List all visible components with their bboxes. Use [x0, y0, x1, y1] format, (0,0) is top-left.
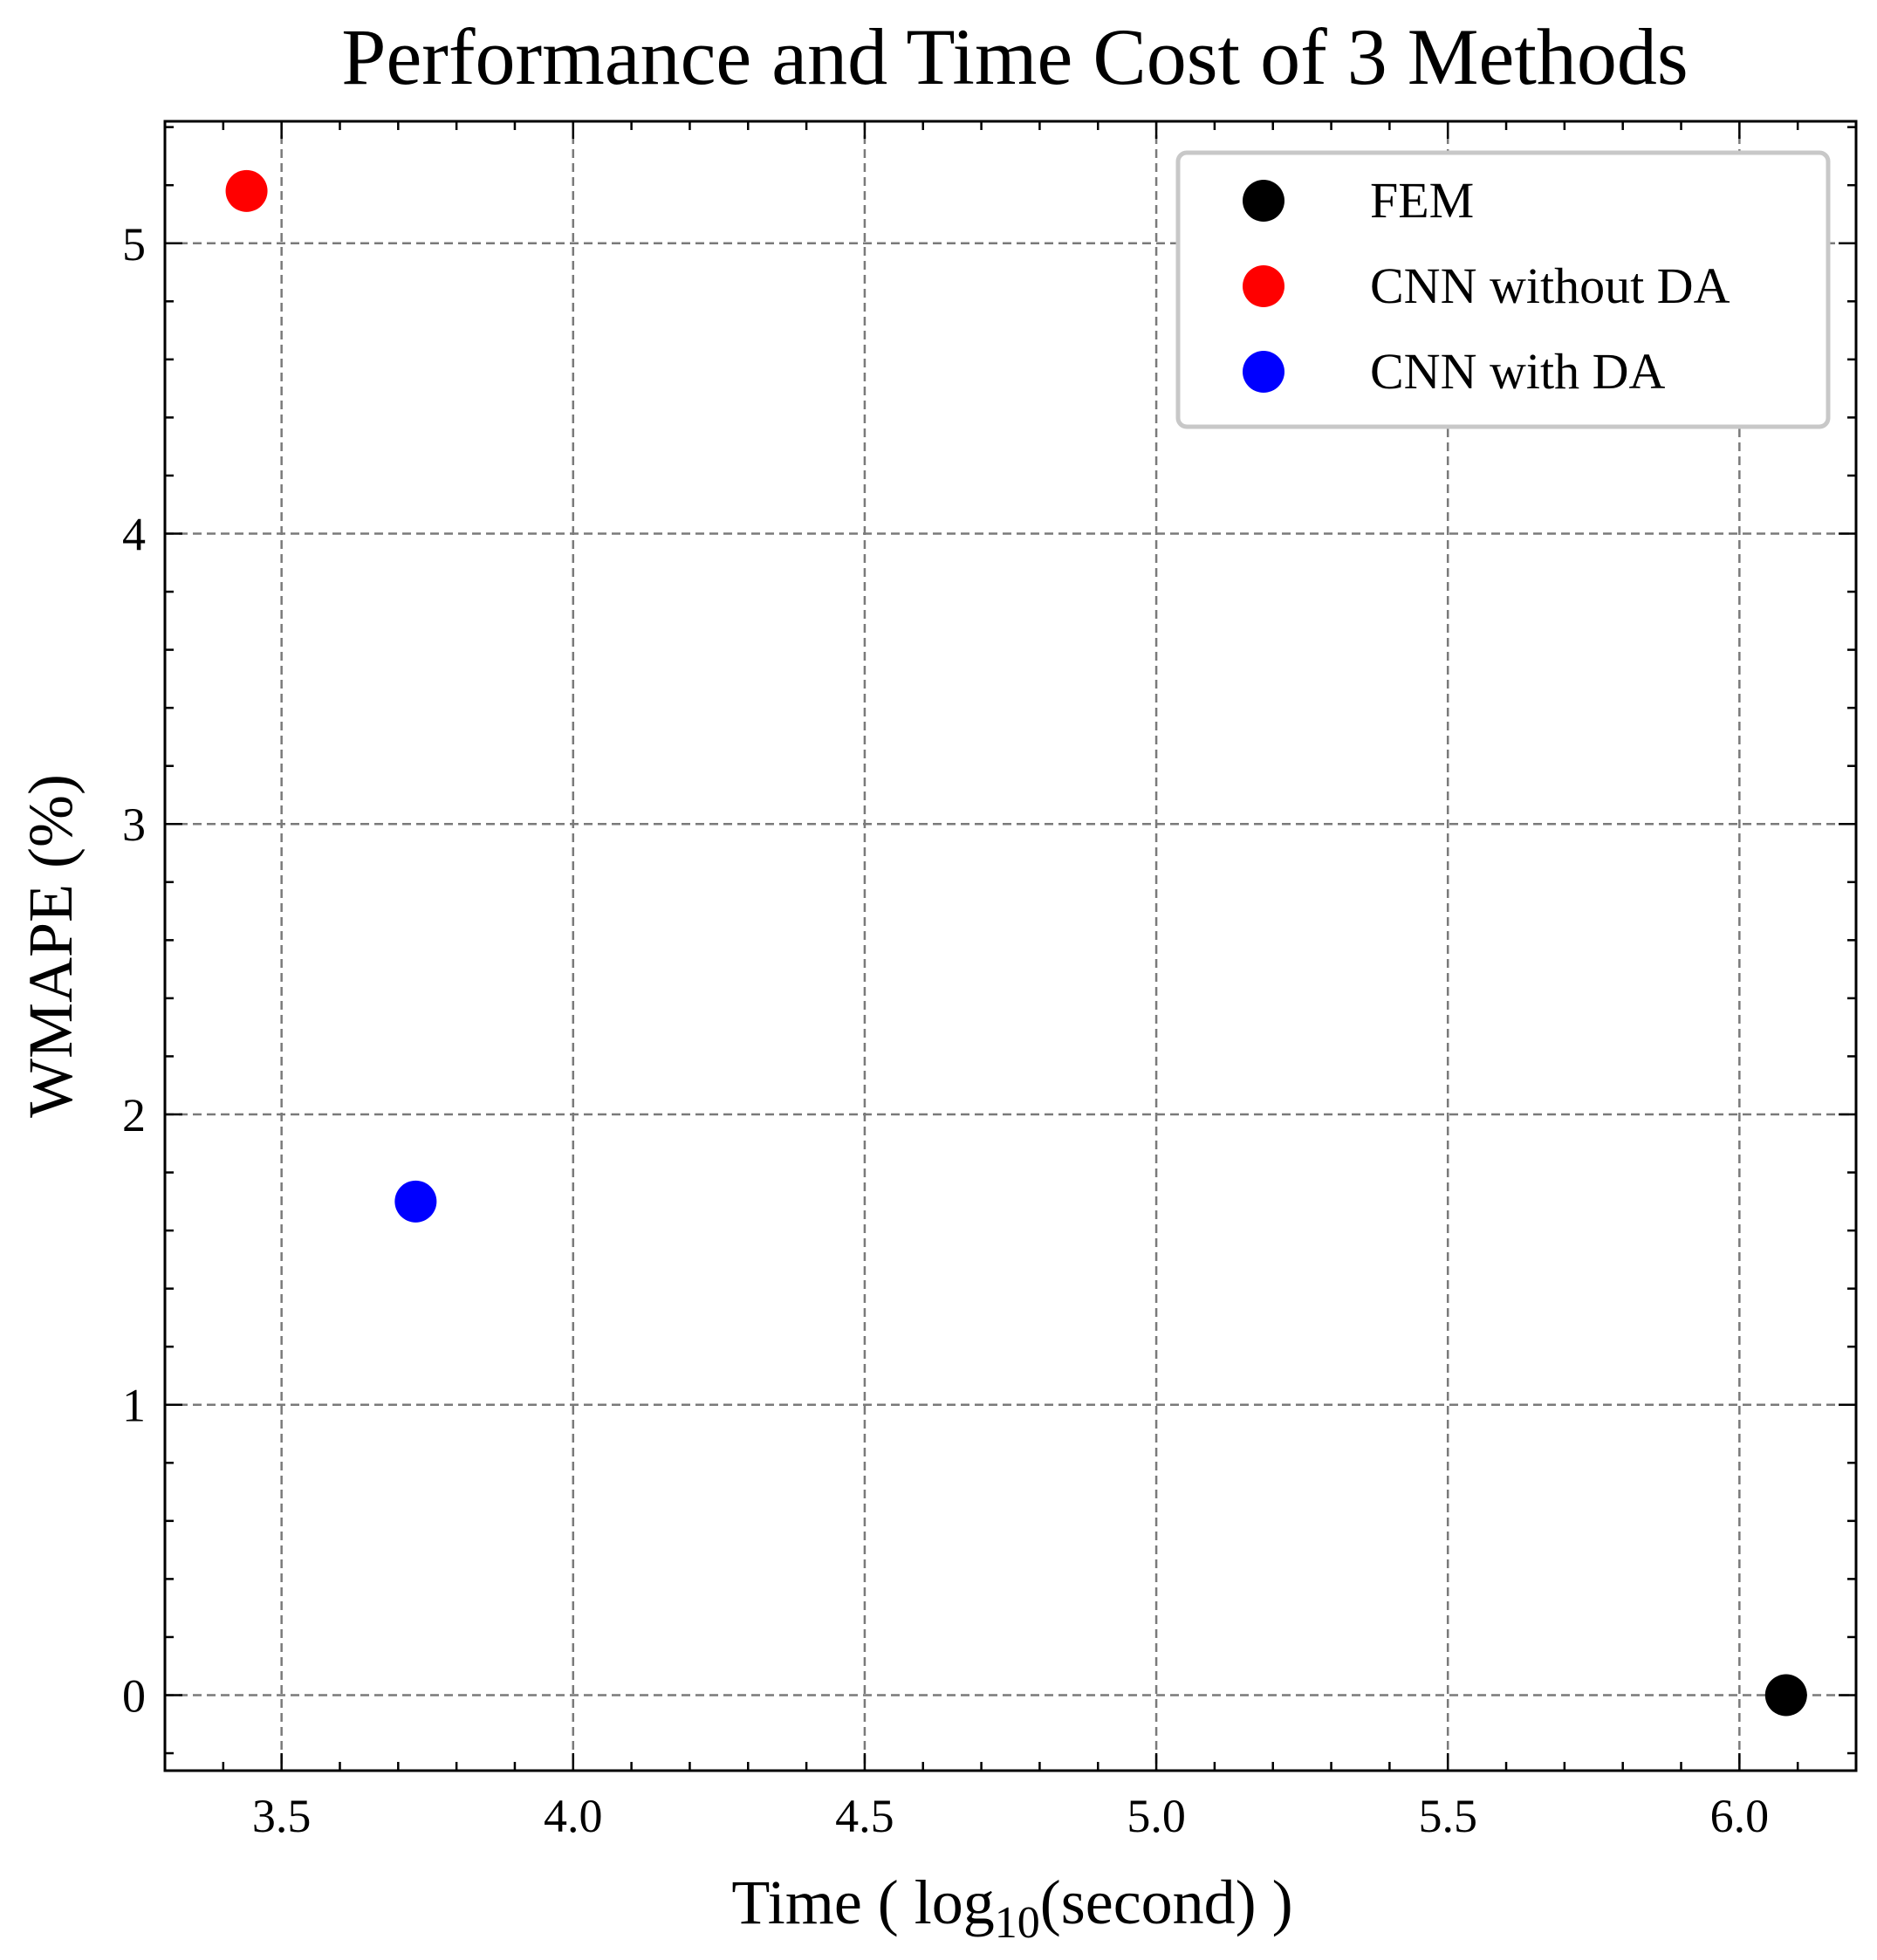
axis-ticks [163, 121, 1858, 1771]
chart-title: Performance and Time Cost of 3 Methods [341, 12, 1688, 101]
legend-label: CNN without DA [1370, 257, 1730, 314]
x-tick-label: 4.0 [544, 1790, 603, 1842]
y-tick-label: 0 [122, 1669, 146, 1722]
y-axis-label: WMAPE (%) [16, 774, 86, 1118]
x-axis-label: Time ( log10(second) ) [731, 1867, 1292, 1948]
legend-box [1175, 150, 1831, 429]
y-tick-label: 3 [122, 798, 146, 851]
y-tick-label: 4 [122, 509, 146, 561]
legend-marker [1243, 180, 1284, 222]
data-point-fem [1764, 1674, 1807, 1717]
y-tick-label: 1 [122, 1380, 146, 1432]
legend-label: FEM [1370, 172, 1474, 229]
plot-frame [163, 120, 1858, 1772]
data-point-cnn-without-da [225, 169, 268, 212]
y-tick-labels: 0 1 2 3 4 5 [122, 218, 146, 1723]
legend-label: CNN with DA [1370, 343, 1665, 400]
x-tick-label: 6.0 [1710, 1790, 1770, 1842]
x-tick-labels: 3.5 4.0 4.5 5.0 5.5 6.0 [252, 1790, 1769, 1842]
y-tick-label: 5 [122, 218, 146, 271]
x-tick-label: 5.0 [1127, 1790, 1186, 1842]
legend: FEM CNN without DA CNN with DA [1175, 150, 1831, 429]
data-points [225, 169, 1807, 1717]
grid-lines [165, 121, 1856, 1771]
y-tick-label: 2 [122, 1089, 146, 1141]
x-tick-label: 3.5 [252, 1790, 312, 1842]
legend-marker [1243, 265, 1284, 307]
legend-marker [1243, 351, 1284, 393]
x-tick-label: 5.5 [1418, 1790, 1477, 1842]
data-point-cnn-with-da [394, 1180, 437, 1223]
x-tick-label: 4.5 [835, 1790, 894, 1842]
